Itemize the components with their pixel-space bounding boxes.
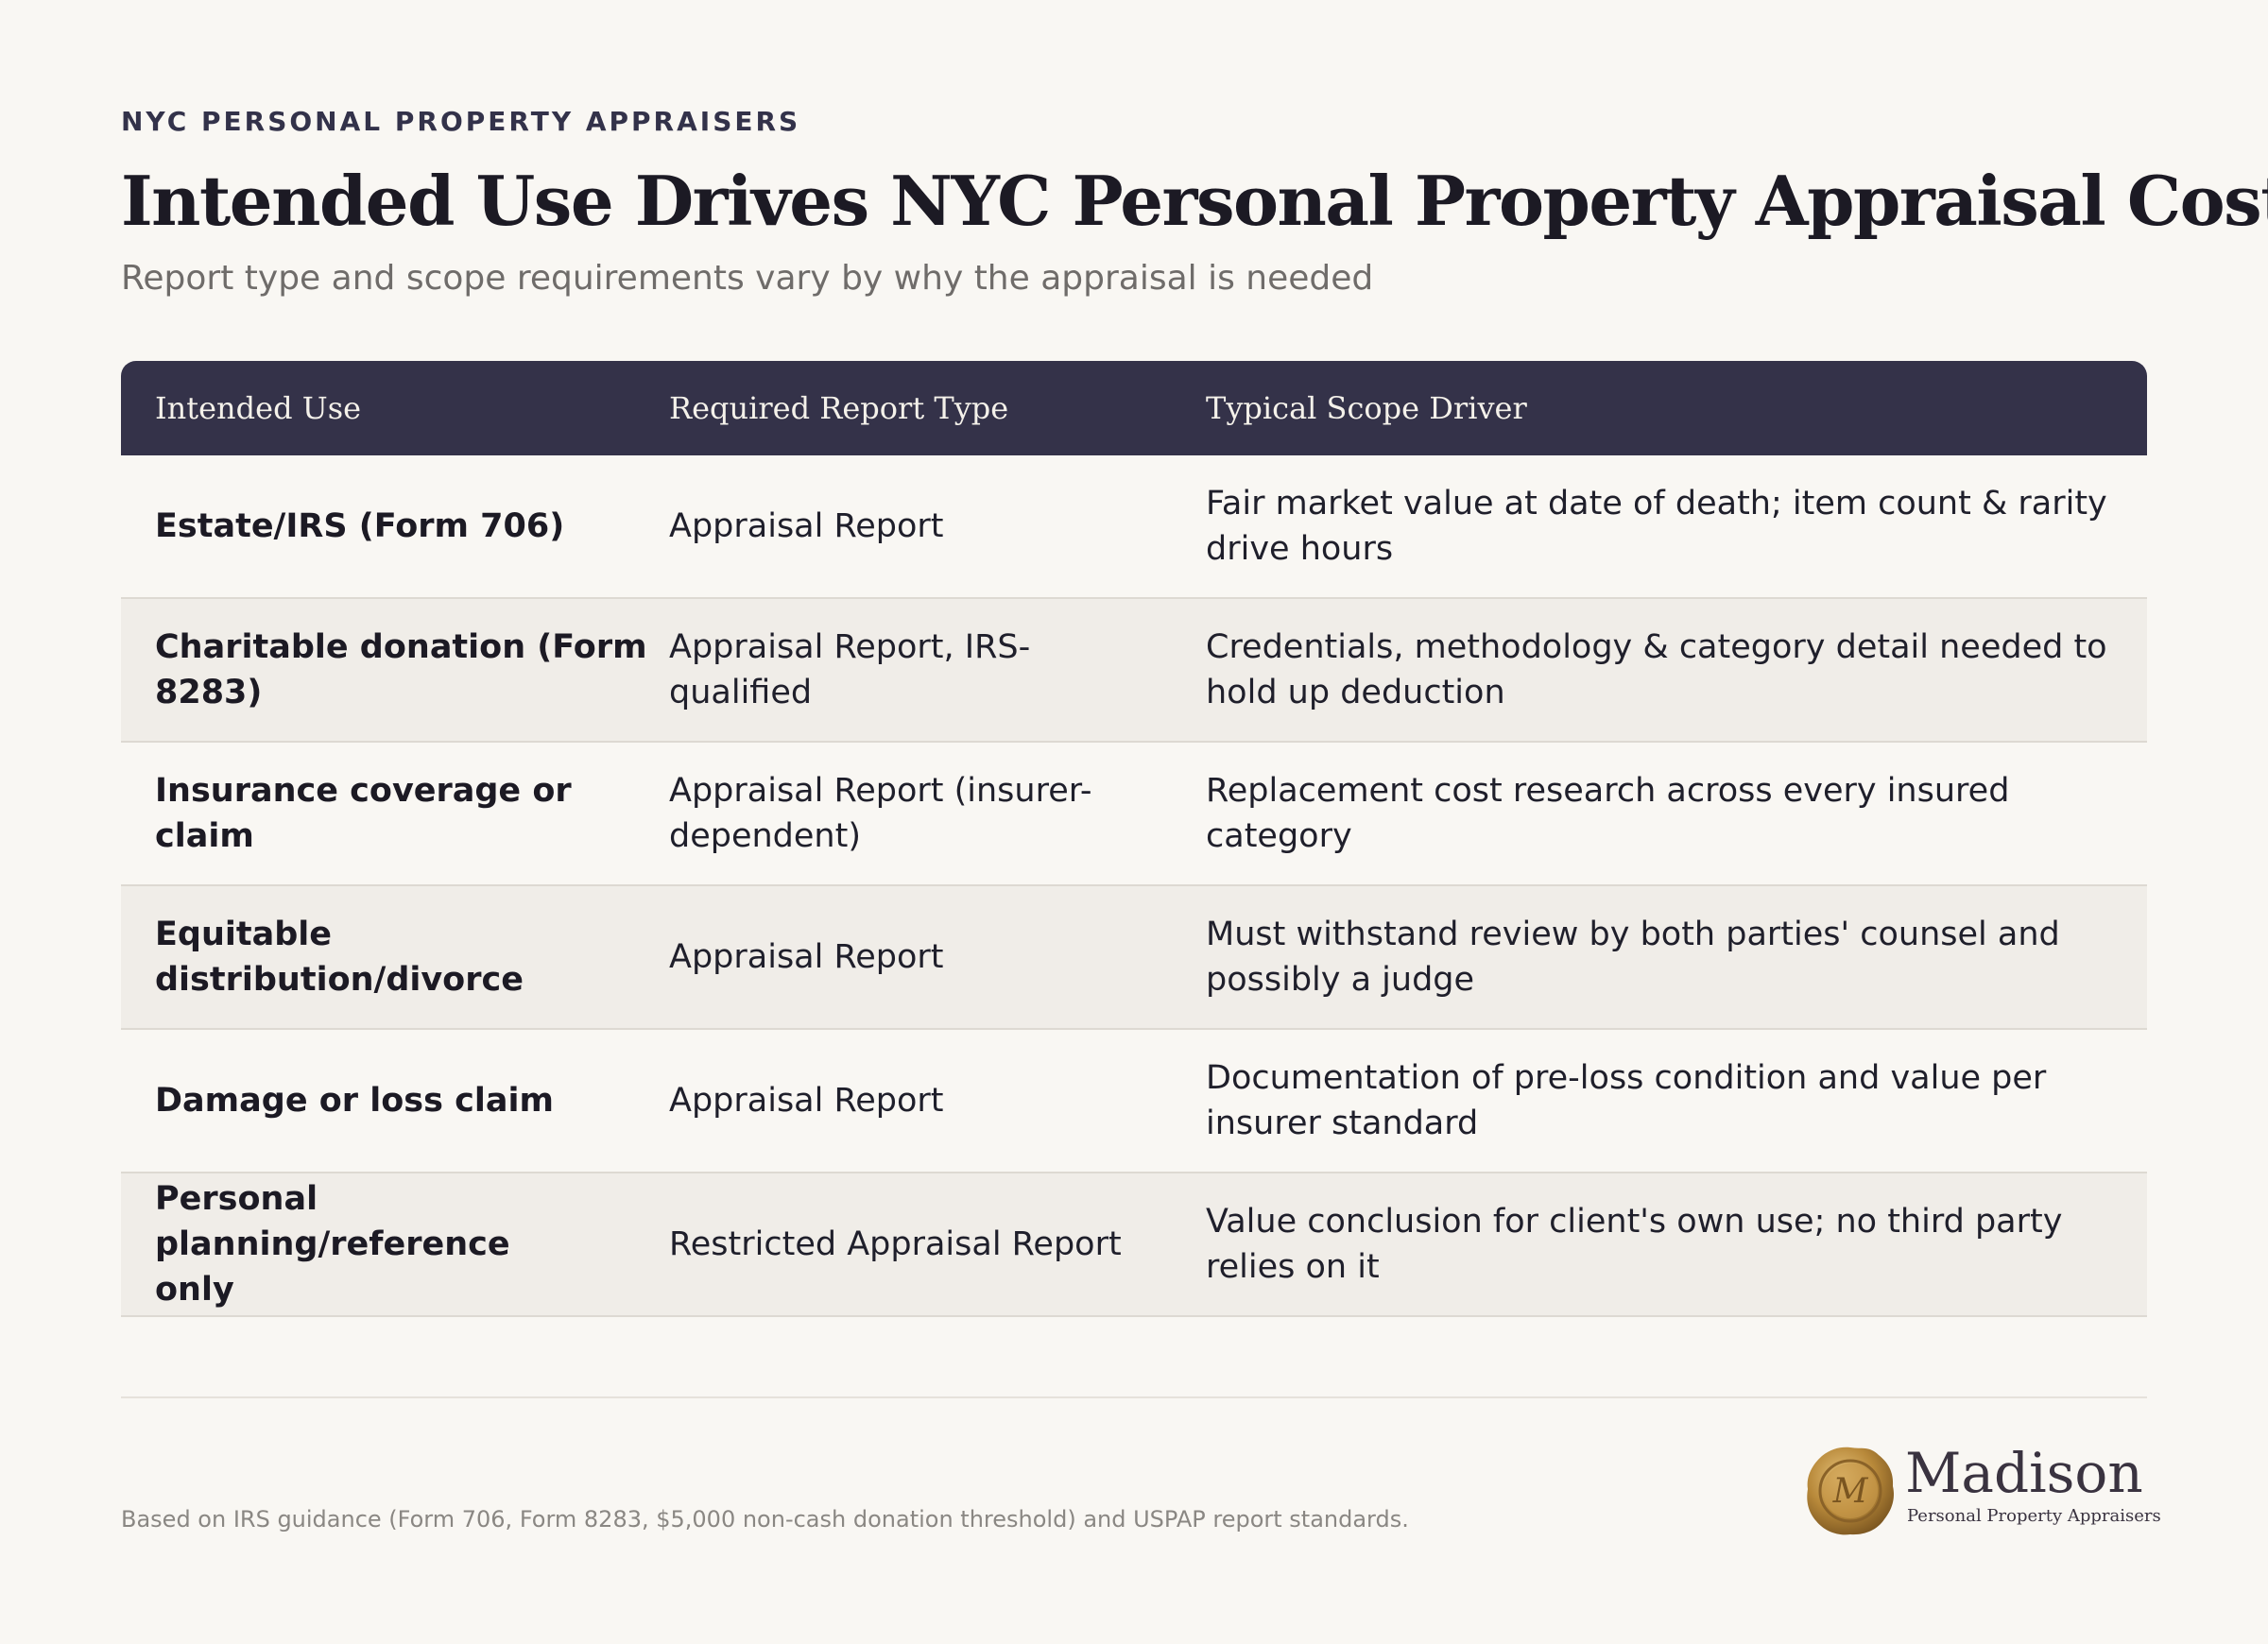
- column-header-intended-use: Intended Use: [155, 390, 362, 426]
- cell-line: Must withstand review by both parties' c…: [1206, 916, 2060, 953]
- cell-line: relies on it: [1206, 1248, 1380, 1286]
- page-subtitle: Report type and scope requirements vary …: [121, 259, 1374, 298]
- cell-line: possibly a judge: [1206, 961, 1475, 999]
- cell-line: Appraisal Report: [669, 1082, 944, 1120]
- cell-intended-use: Damage or loss claim: [121, 1078, 665, 1123]
- cell-scope-driver: Replacement cost research across every i…: [1206, 768, 2147, 859]
- table-row: Equitable distribution/divorce Appraisal R…: [121, 886, 2147, 1030]
- cell-report-type: Appraisal Report: [665, 1078, 1206, 1123]
- cell-report-type: Appraisal Report, IRS-qualified: [665, 625, 1206, 715]
- page-title: Intended Use Drives NYC Personal Propert…: [121, 161, 2268, 241]
- wax-seal-icon: M: [1807, 1447, 1894, 1535]
- cell-line: Estate/IRS (Form 706): [155, 507, 565, 545]
- cell-line: Insurance coverage or claim: [155, 772, 572, 855]
- cell-line: insurer standard: [1206, 1105, 1479, 1142]
- madison-logo: M Madison Personal Property Appraisers: [1803, 1440, 2161, 1535]
- footer-divider: [121, 1396, 2147, 1398]
- logo-wordmark: Madison: [1905, 1441, 2143, 1505]
- cell-line: distribution/divorce: [155, 961, 524, 999]
- cell-report-type: Appraisal Report: [665, 934, 1206, 980]
- cell-scope-driver: Fair market value at date of death; item…: [1206, 481, 2147, 572]
- seal-monogram: M: [1832, 1472, 1869, 1511]
- cell-line: Appraisal Report, IRS-: [669, 628, 1031, 666]
- cell-line: Value conclusion for client's own use; n…: [1206, 1203, 2063, 1241]
- table-header: Intended Use Required Report Type Typica…: [121, 361, 2147, 455]
- table-row: Estate/IRS (Form 706) Appraisal Report Fai…: [121, 455, 2147, 599]
- source-note: Based on IRS guidance (Form 706, Form 82…: [121, 1506, 1409, 1533]
- cell-intended-use: Personal planning/reference only: [121, 1176, 665, 1312]
- infographic: NYC PERSONAL PROPERTY APPRAISERS Intende…: [121, 0, 2268, 1644]
- cell-line: category: [1206, 817, 1352, 855]
- eyebrow-label: NYC PERSONAL PROPERTY APPRAISERS: [121, 106, 801, 137]
- cell-line: dependent): [669, 817, 861, 855]
- table-row: Charitable donation (Form 8283) Appraisal …: [121, 599, 2147, 743]
- cell-intended-use: Insurance coverage or claim: [121, 768, 665, 859]
- cell-line: Personal planning/reference: [155, 1180, 510, 1263]
- table-row: Insurance coverage or claim Appraisal Rep…: [121, 743, 2147, 886]
- cell-line: Documentation of pre-loss condition and …: [1206, 1059, 2047, 1097]
- cell-line: only: [155, 1271, 234, 1309]
- cell-scope-driver: Value conclusion for client's own use; n…: [1206, 1199, 2147, 1290]
- column-header-report-type: Required Report Type: [669, 390, 1009, 426]
- cell-line: hold up deduction: [1206, 674, 1505, 711]
- cell-intended-use: Estate/IRS (Form 706): [121, 504, 665, 549]
- cell-scope-driver: Documentation of pre-loss condition and …: [1206, 1055, 2147, 1146]
- cell-line: Fair market value at date of death; item…: [1206, 485, 2107, 522]
- cell-scope-driver: Credentials, methodology & category deta…: [1206, 625, 2147, 715]
- cell-report-type: Appraisal Report: [665, 504, 1206, 549]
- cell-report-type: Appraisal Report (insurer-dependent): [665, 768, 1206, 859]
- cell-line: Damage or loss claim: [155, 1082, 554, 1120]
- table-row: Damage or loss claim Appraisal Report Docu…: [121, 1030, 2147, 1173]
- cell-line: Appraisal Report (insurer-: [669, 772, 1092, 810]
- cell-scope-driver: Must withstand review by both parties' c…: [1206, 912, 2147, 1002]
- column-header-scope-driver: Typical Scope Driver: [1206, 390, 1527, 426]
- appraisal-table: Intended Use Required Report Type Typica…: [121, 361, 2147, 1317]
- cell-report-type: Restricted Appraisal Report: [665, 1222, 1206, 1267]
- cell-line: qualified: [669, 674, 813, 711]
- cell-line: Appraisal Report: [669, 507, 944, 545]
- cell-line: Equitable: [155, 916, 333, 953]
- cell-line: Appraisal Report: [669, 938, 944, 976]
- table-body: Estate/IRS (Form 706) Appraisal Report Fai…: [121, 455, 2147, 1317]
- cell-line: Credentials, methodology & category deta…: [1206, 628, 2107, 666]
- table-row: Personal planning/reference only Restricte…: [121, 1173, 2147, 1317]
- logo-tagline: Personal Property Appraisers: [1907, 1506, 2161, 1526]
- cell-intended-use: Charitable donation (Form 8283): [121, 625, 665, 715]
- cell-line: Restricted Appraisal Report: [669, 1225, 1122, 1263]
- cell-line: 8283): [155, 674, 263, 711]
- cell-intended-use: Equitable distribution/divorce: [121, 912, 665, 1002]
- cell-line: Charitable donation (Form: [155, 628, 647, 666]
- cell-line: drive hours: [1206, 530, 1394, 568]
- cell-line: Replacement cost research across every i…: [1206, 772, 2010, 810]
